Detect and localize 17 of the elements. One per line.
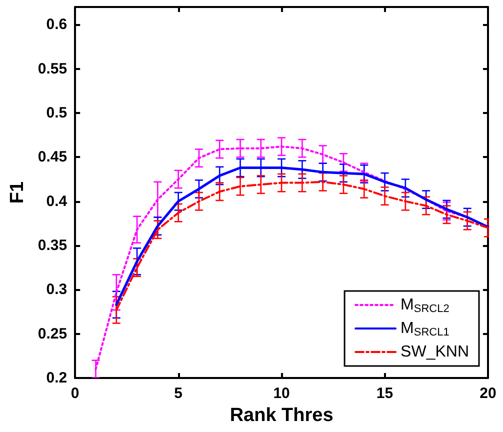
y-tick-label: 0.25 bbox=[38, 325, 68, 342]
y-tick-label: 0.5 bbox=[46, 104, 68, 122]
y-tick-label: 0.45 bbox=[38, 148, 68, 166]
x-tick-label: 0 bbox=[70, 385, 80, 402]
y-tick-label: 0.35 bbox=[38, 237, 68, 254]
y-axis-title: F1 bbox=[7, 180, 28, 204]
x-tick-label: 20 bbox=[480, 385, 496, 402]
x-tick-label: 10 bbox=[273, 385, 290, 402]
x-axis-title: Rank Thres bbox=[230, 404, 334, 426]
y-tick-label: 0.6 bbox=[46, 16, 68, 34]
y-tick-label: 0.3 bbox=[46, 281, 68, 298]
y-tick-label: 0.55 bbox=[38, 60, 68, 78]
x-tick-label: 5 bbox=[174, 385, 182, 402]
y-tick-label: 0.4 bbox=[46, 192, 68, 210]
x-tick-label: 15 bbox=[376, 385, 394, 402]
legend-label: SW_KNN bbox=[400, 344, 469, 360]
y-tick-label: 0.2 bbox=[46, 370, 68, 386]
